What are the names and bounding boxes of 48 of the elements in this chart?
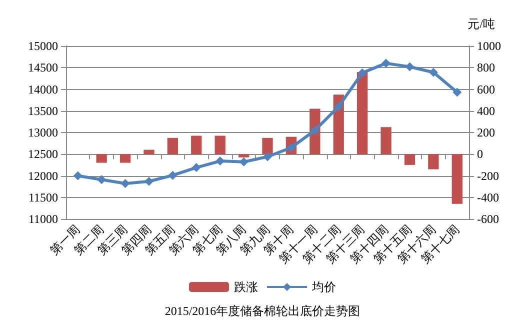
legend-label: 跌涨 xyxy=(234,280,258,294)
y2-tick-label: 600 xyxy=(477,82,495,96)
bar xyxy=(380,127,392,154)
y-tick-label: 11000 xyxy=(28,212,58,226)
point xyxy=(334,102,344,112)
bar xyxy=(452,154,462,204)
point xyxy=(97,175,106,184)
y2-tick-label: -600 xyxy=(477,212,499,226)
text: 元/吨 xyxy=(468,17,496,31)
bar xyxy=(144,150,154,154)
y2-tick-label: 400 xyxy=(477,104,495,118)
y-tick-label: 11500 xyxy=(28,190,58,204)
y-tick-label: 12500 xyxy=(28,147,58,162)
legend-label: 均价 xyxy=(311,280,336,294)
y-tick-label: 13500 xyxy=(28,104,58,118)
text: 2015/2016年度储备棉轮出底价走势图 xyxy=(164,304,360,318)
y2-tick-label: 800 xyxy=(477,60,495,75)
y-tick-label: 12000 xyxy=(28,168,58,183)
y2-tick-label: 1000 xyxy=(477,39,501,53)
point xyxy=(382,58,391,68)
y-tick-label: 13000 xyxy=(28,126,58,140)
bar xyxy=(96,154,107,163)
y2-tick-label: 0 xyxy=(477,147,483,162)
y2-tick-label: -400 xyxy=(477,190,499,204)
bar xyxy=(428,154,439,170)
bar xyxy=(238,154,250,158)
point xyxy=(168,170,178,180)
point xyxy=(405,62,414,72)
bar xyxy=(262,138,273,154)
point xyxy=(192,163,201,172)
bar xyxy=(191,136,202,154)
point xyxy=(428,68,438,77)
point xyxy=(120,179,130,188)
point xyxy=(73,171,82,180)
bar xyxy=(214,136,226,154)
point xyxy=(452,88,462,97)
point xyxy=(310,126,320,135)
y-tick-label: 14500 xyxy=(28,60,58,75)
bar xyxy=(167,138,178,154)
y-tick-label: 15000 xyxy=(28,39,58,53)
bar xyxy=(404,154,416,165)
y-tick-label: 14000 xyxy=(28,82,58,96)
y2-tick-label: -200 xyxy=(477,168,499,183)
bar xyxy=(120,154,131,163)
y2-tick-label: 200 xyxy=(477,126,495,140)
bar xyxy=(356,72,368,154)
point xyxy=(358,68,367,78)
point xyxy=(263,152,272,162)
